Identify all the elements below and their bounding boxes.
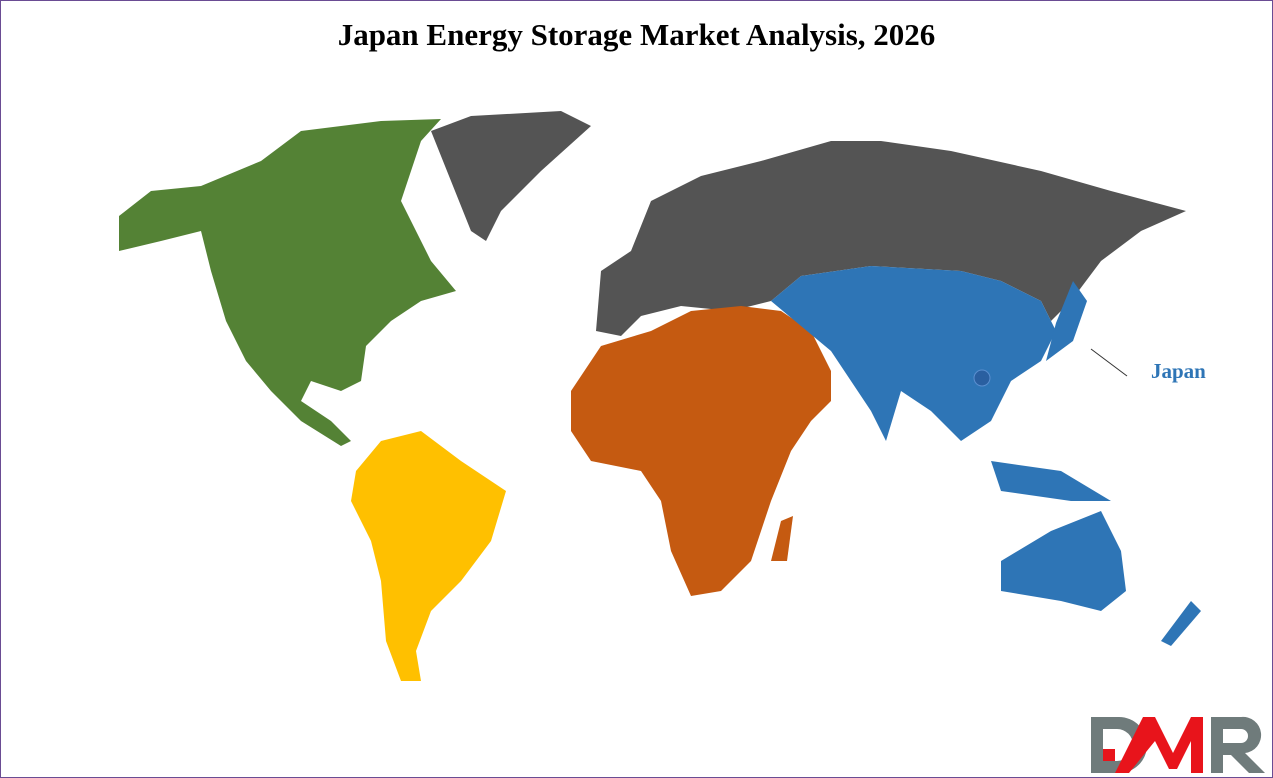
region-south-america	[351, 431, 506, 681]
page-title: Japan Energy Storage Market Analysis, 20…	[337, 17, 936, 52]
location-marker	[973, 369, 991, 387]
japan-leader-line	[1090, 348, 1128, 377]
japan-shape	[1046, 281, 1087, 361]
region-europe-north-asia	[431, 111, 1186, 336]
region-north-america	[119, 119, 456, 446]
region-africa-middle-east	[571, 306, 831, 596]
japan-label: Japan	[1151, 359, 1206, 383]
dmr-logo	[1091, 716, 1265, 773]
region-asia-pacific	[771, 266, 1201, 646]
